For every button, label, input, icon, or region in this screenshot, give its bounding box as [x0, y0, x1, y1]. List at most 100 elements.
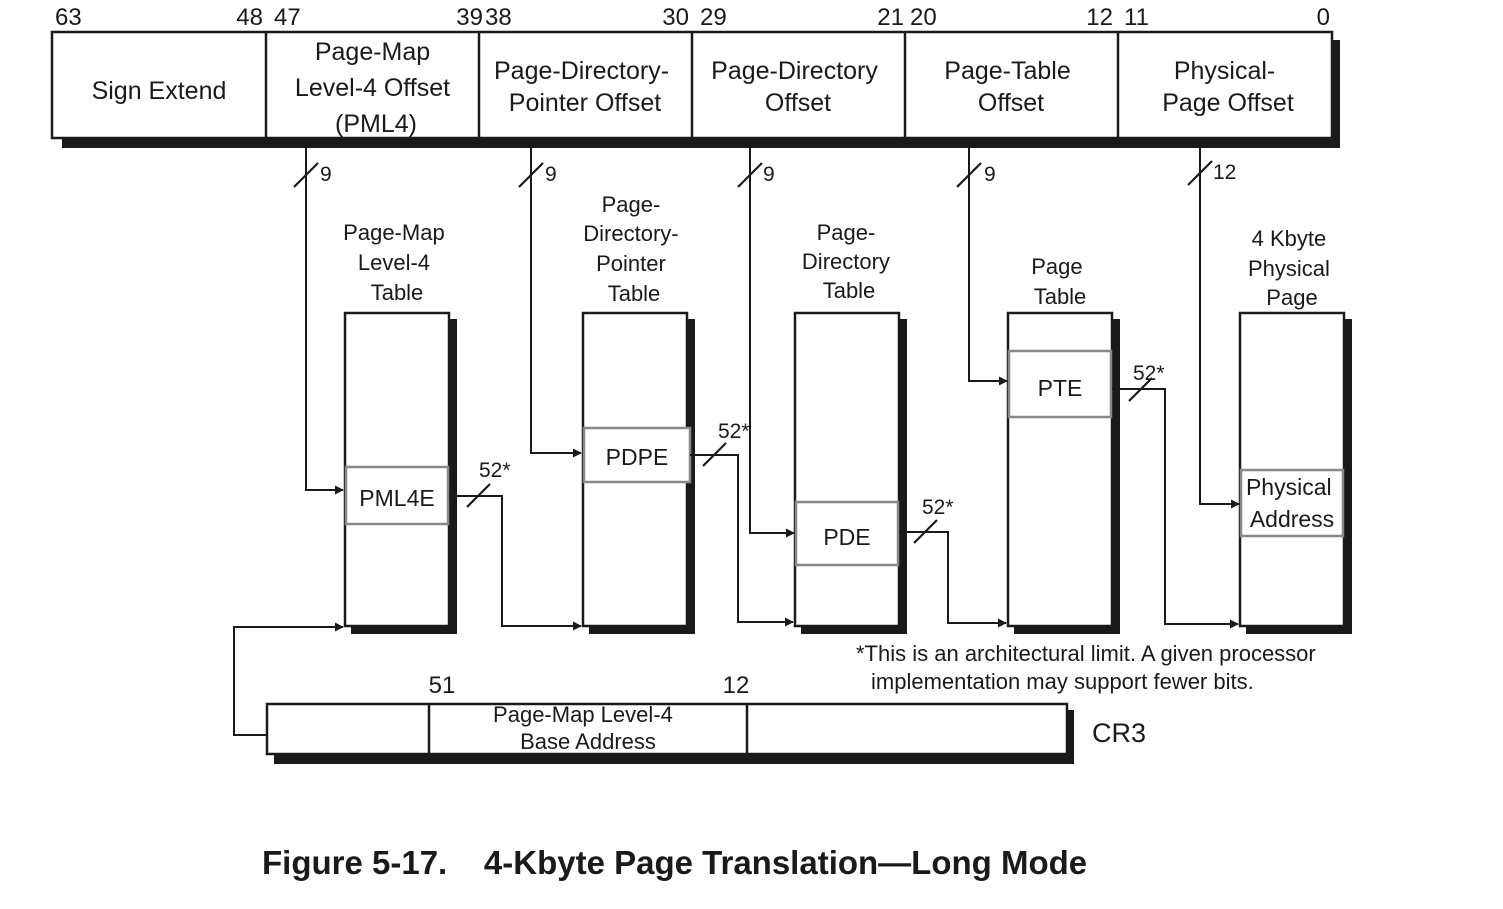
cr3-field-line: Page-Map Level-4 [493, 702, 673, 727]
table-title-line: Page- [602, 192, 661, 217]
field-label-line: Offset [978, 89, 1044, 117]
field-physical-page-offset: Physical- Page Offset [1162, 57, 1294, 117]
field-label-line: Page-Map [315, 38, 430, 66]
table-title-line: Directory [802, 249, 890, 274]
field-pml4-offset: Page-Map Level-4 Offset (PML4) [295, 38, 457, 138]
table-pdp: Page- Directory- Pointer Table PDPE [581, 192, 695, 634]
field-label-line: Sign Extend [92, 77, 227, 105]
bit-number: 38 [485, 4, 512, 31]
figure-caption: Figure 5-17. 4-Kbyte Page Translation—Lo… [262, 844, 1087, 881]
width-slash-mark [737, 162, 763, 188]
table-title-line: Page [1031, 254, 1082, 279]
table-title: 4 Kbyte Physical Page [1248, 226, 1336, 310]
table-title: Page- Directory Table [802, 220, 896, 303]
table-title-line: Pointer [596, 251, 666, 276]
pointer-arrow-pte-to-page [1112, 388, 1239, 629]
field-pd-offset: Page-Directory Offset [711, 57, 885, 117]
cr3-field-label: Page-Map Level-4 Base Address [493, 702, 679, 754]
cr3-label: CR3 [1092, 718, 1146, 748]
width-slash-mark [518, 162, 544, 188]
width-slash-mark [1187, 160, 1213, 186]
bit-number: 0 [1317, 4, 1330, 31]
table-title-line: Page-Map [343, 220, 445, 245]
table-title-line: Page [1266, 285, 1317, 310]
table-title-line: Physical [1248, 256, 1330, 281]
index-arrow-pml4 [305, 148, 344, 495]
table-box [793, 311, 901, 628]
bit-number: 48 [236, 4, 263, 31]
table-pd: Page- Directory Table PDE [793, 220, 907, 634]
table-title-line: Page- [817, 220, 876, 245]
index-width-label: 9 [320, 163, 332, 186]
bit-number: 21 [877, 4, 904, 31]
index-width-label: 9 [984, 163, 996, 186]
field-label-line: Page-Directory- [494, 57, 669, 85]
index-arrow-pt [968, 148, 1008, 386]
table-entry-box [1239, 468, 1345, 538]
table-title-line: Table [371, 280, 424, 305]
width-slash-mark [956, 162, 982, 188]
field-label-line: Physical- [1174, 57, 1275, 85]
table-title-line: Directory- [583, 221, 678, 246]
table-pml4: Page-Map Level-4 Table PML4E [343, 220, 457, 634]
bit-number: 12 [1086, 4, 1113, 31]
cr3-register: 51 12 Page-Map Level-4 Base Address CR3 [233, 622, 1146, 764]
entry-label-line: Physical [1246, 474, 1332, 500]
index-arrow-physical [1199, 148, 1240, 509]
base-pointer-paths: 52* 52* 52* 52* [449, 362, 1239, 631]
table-entry-box [794, 500, 900, 567]
field-pdp-offset: Page-Directory- Pointer Offset [494, 57, 676, 117]
pointer-width-label: 52* [718, 420, 750, 443]
table-title: Page Table [1031, 254, 1089, 309]
width-slash-mark [702, 442, 727, 467]
field-sign-extend: Sign Extend [92, 77, 227, 105]
pml4e-entry-label: PML4E [359, 485, 434, 511]
pte-entry-label: PTE [1038, 375, 1083, 401]
field-label-line: Pointer Offset [509, 89, 661, 117]
index-paths: 9 9 9 9 12 [293, 148, 1240, 538]
cr3-box [265, 702, 1069, 756]
footnote-line: implementation may support fewer bits. [871, 669, 1254, 694]
physical-address-label: Physical Address [1246, 474, 1338, 532]
pointer-arrow-pml4e-to-pdp [449, 495, 582, 631]
index-arrow-pd [749, 148, 795, 538]
table-title-line: Table [823, 278, 876, 303]
table-entry-box [1007, 349, 1113, 419]
pointer-arrow-pdpe-to-pd [690, 454, 794, 627]
bit-number: 11 [1124, 4, 1149, 31]
index-width-label: 9 [545, 163, 557, 186]
table-entry-box [344, 465, 450, 526]
footnote-line: *This is an architectural limit. A given… [856, 641, 1316, 666]
field-label-line: Page Offset [1162, 89, 1294, 117]
pointer-width-label: 52* [1133, 362, 1165, 385]
field-label-line: Page-Directory [711, 57, 878, 85]
width-slash-mark [1128, 377, 1153, 402]
table-title: Page-Map Level-4 Table [343, 220, 451, 305]
pdpe-entry-label: PDPE [606, 444, 669, 470]
table-title: Page- Directory- Pointer Table [583, 192, 684, 306]
entry-label-line: PTE [1038, 375, 1083, 401]
field-label-line: Level-4 Offset [295, 74, 450, 102]
entry-label-line: PDE [823, 524, 870, 550]
pointer-arrow-pde-to-pt [899, 531, 1007, 628]
bit-number: 30 [662, 4, 689, 31]
table-entry-box [582, 426, 692, 484]
pointer-width-label: 52* [479, 459, 511, 482]
entry-label-line: Address [1250, 506, 1334, 532]
entry-label-line: PML4E [359, 485, 434, 511]
table-pt: Page Table PTE [1006, 254, 1120, 634]
table-physical-page: 4 Kbyte Physical Page Physical Address [1238, 226, 1352, 634]
pointer-width-label: 52* [922, 496, 954, 519]
pde-entry-label: PDE [823, 524, 870, 550]
cr3-to-pml4-arrow [233, 622, 344, 736]
table-title-line: Level-4 [358, 250, 430, 275]
table-title-line: 4 Kbyte [1252, 226, 1327, 251]
index-width-label: 9 [763, 163, 775, 186]
table-title-line: Table [1034, 284, 1087, 309]
width-slash-mark [466, 483, 491, 508]
field-label-line: (PML4) [335, 110, 417, 138]
index-width-label: 12 [1213, 161, 1236, 184]
entry-label-line: PDPE [606, 444, 669, 470]
bit-number: 29 [700, 4, 727, 31]
